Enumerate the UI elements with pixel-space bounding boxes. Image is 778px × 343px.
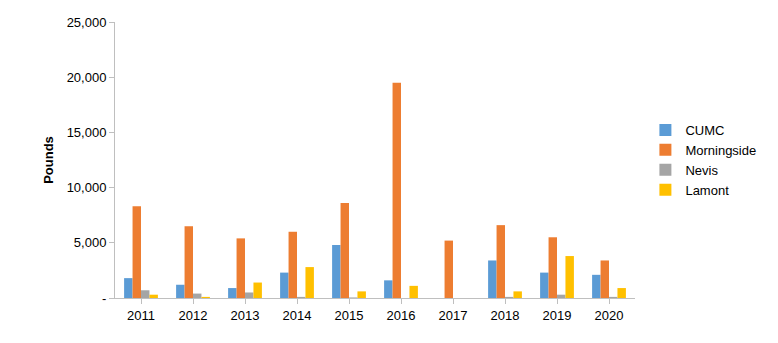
svg-text:Nevis: Nevis — [685, 163, 718, 178]
svg-text:2011: 2011 — [127, 308, 155, 323]
svg-text:2014: 2014 — [283, 308, 312, 323]
svg-text:2015: 2015 — [335, 308, 364, 323]
svg-text:Morningside: Morningside — [685, 143, 756, 158]
svg-text:2017: 2017 — [439, 308, 468, 323]
svg-text:5,000: 5,000 — [74, 235, 107, 250]
svg-text:20,000: 20,000 — [67, 70, 107, 85]
svg-text:2020: 2020 — [595, 308, 624, 323]
svg-text:2016: 2016 — [387, 308, 416, 323]
svg-text:-: - — [102, 291, 106, 306]
svg-text:2013: 2013 — [231, 308, 260, 323]
svg-text:CUMC: CUMC — [685, 123, 724, 138]
svg-text:2018: 2018 — [491, 308, 520, 323]
svg-text:15,000: 15,000 — [67, 125, 107, 140]
svg-text:2019: 2019 — [543, 308, 572, 323]
svg-text:25,000: 25,000 — [67, 15, 107, 30]
svg-text:Pounds: Pounds — [41, 136, 56, 184]
svg-text:2012: 2012 — [179, 308, 208, 323]
svg-text:Lamont: Lamont — [685, 183, 729, 198]
svg-text:10,000: 10,000 — [67, 180, 107, 195]
